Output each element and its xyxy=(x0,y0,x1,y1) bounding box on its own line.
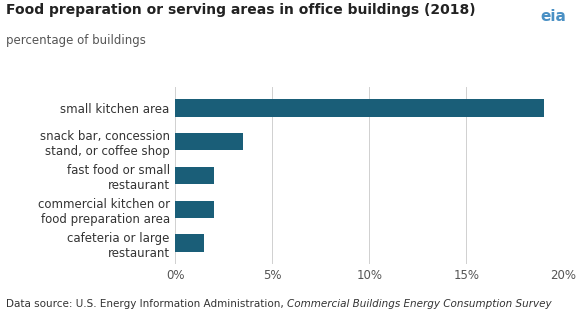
Bar xyxy=(175,235,204,252)
Text: Food preparation or serving areas in office buildings (2018): Food preparation or serving areas in off… xyxy=(6,3,475,17)
Bar xyxy=(175,133,243,150)
Bar xyxy=(175,99,544,116)
Text: Data source: U.S. Energy Information Administration,: Data source: U.S. Energy Information Adm… xyxy=(6,299,287,309)
Text: percentage of buildings: percentage of buildings xyxy=(6,34,146,47)
Text: eia: eia xyxy=(541,9,566,24)
Bar xyxy=(175,167,214,184)
Bar xyxy=(175,201,214,218)
Text: Commercial Buildings Energy Consumption Survey: Commercial Buildings Energy Consumption … xyxy=(287,299,551,309)
